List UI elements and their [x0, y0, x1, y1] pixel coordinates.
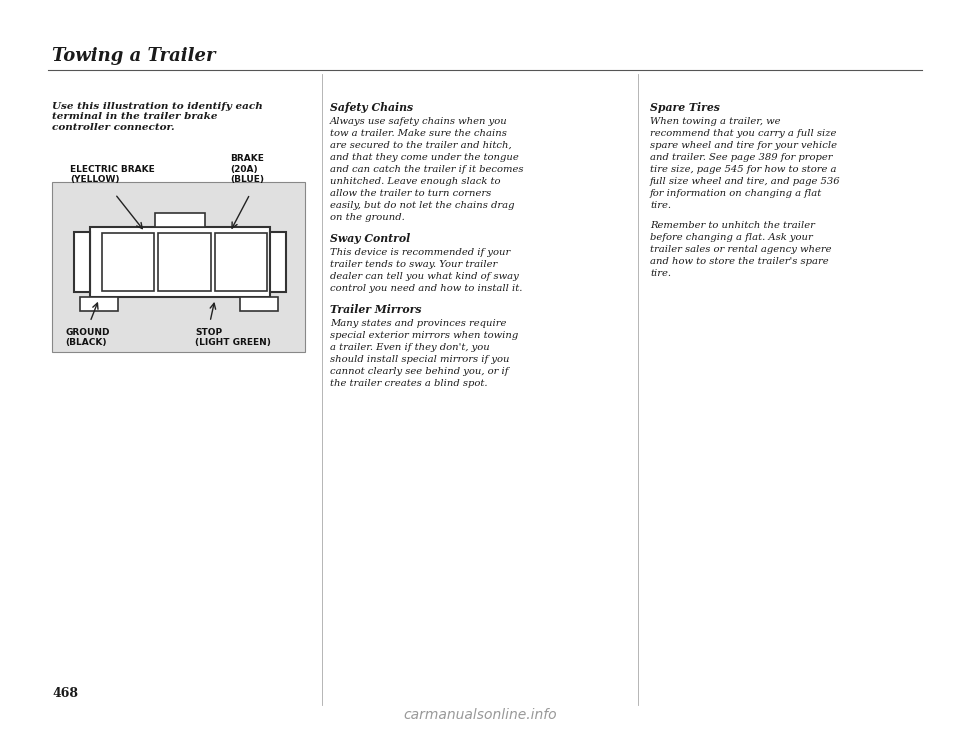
Text: and trailer. See page 389 for proper: and trailer. See page 389 for proper: [650, 153, 832, 162]
FancyBboxPatch shape: [158, 233, 210, 291]
Text: 468: 468: [52, 687, 78, 700]
Text: and that they come under the tongue: and that they come under the tongue: [330, 153, 518, 162]
Text: a trailer. Even if they don't, you: a trailer. Even if they don't, you: [330, 343, 490, 352]
Text: and can catch the trailer if it becomes: and can catch the trailer if it becomes: [330, 165, 523, 174]
Text: tow a trailer. Make sure the chains: tow a trailer. Make sure the chains: [330, 129, 507, 138]
FancyBboxPatch shape: [155, 213, 205, 227]
Text: tire.: tire.: [650, 269, 671, 278]
Text: tire.: tire.: [650, 201, 671, 210]
Text: GROUND
(BLACK): GROUND (BLACK): [65, 328, 109, 347]
Text: unhitched. Leave enough slack to: unhitched. Leave enough slack to: [330, 177, 500, 186]
Text: STOP
(LIGHT GREEN): STOP (LIGHT GREEN): [195, 328, 271, 347]
FancyBboxPatch shape: [214, 233, 267, 291]
Text: trailer sales or rental agency where: trailer sales or rental agency where: [650, 245, 831, 254]
Text: Use this illustration to identify each
terminal in the trailer brake
controller : Use this illustration to identify each t…: [52, 102, 263, 132]
Text: Sway Control: Sway Control: [330, 233, 410, 244]
Text: Towing a Trailer: Towing a Trailer: [52, 47, 215, 65]
FancyBboxPatch shape: [102, 233, 155, 291]
Text: Spare Tires: Spare Tires: [650, 102, 720, 113]
Text: ELECTRIC BRAKE
(YELLOW): ELECTRIC BRAKE (YELLOW): [70, 165, 155, 184]
Text: This device is recommended if your: This device is recommended if your: [330, 248, 511, 257]
Text: cannot clearly see behind you, or if: cannot clearly see behind you, or if: [330, 367, 509, 376]
Text: tire size, page 545 for how to store a: tire size, page 545 for how to store a: [650, 165, 836, 174]
FancyBboxPatch shape: [80, 297, 118, 311]
Text: dealer can tell you what kind of sway: dealer can tell you what kind of sway: [330, 272, 518, 281]
FancyBboxPatch shape: [52, 182, 305, 352]
Text: the trailer creates a blind spot.: the trailer creates a blind spot.: [330, 379, 488, 388]
Text: for information on changing a flat: for information on changing a flat: [650, 189, 823, 198]
Text: carmanualsonline.info: carmanualsonline.info: [403, 708, 557, 722]
Text: Remember to unhitch the trailer: Remember to unhitch the trailer: [650, 221, 815, 230]
Text: on the ground.: on the ground.: [330, 213, 405, 222]
Text: allow the trailer to turn corners: allow the trailer to turn corners: [330, 189, 492, 198]
Text: easily, but do not let the chains drag: easily, but do not let the chains drag: [330, 201, 515, 210]
Text: control you need and how to install it.: control you need and how to install it.: [330, 284, 522, 293]
FancyBboxPatch shape: [74, 232, 90, 292]
Text: full size wheel and tire, and page 536: full size wheel and tire, and page 536: [650, 177, 841, 186]
Text: should install special mirrors if you: should install special mirrors if you: [330, 355, 510, 364]
Text: are secured to the trailer and hitch,: are secured to the trailer and hitch,: [330, 141, 512, 150]
FancyBboxPatch shape: [240, 297, 278, 311]
Text: BRAKE
(20A)
(BLUE): BRAKE (20A) (BLUE): [230, 154, 264, 184]
Text: trailer tends to sway. Your trailer: trailer tends to sway. Your trailer: [330, 260, 497, 269]
Text: Trailer Mirrors: Trailer Mirrors: [330, 304, 421, 315]
Text: Many states and provinces require: Many states and provinces require: [330, 319, 506, 328]
Text: and how to store the trailer's spare: and how to store the trailer's spare: [650, 257, 828, 266]
Text: Safety Chains: Safety Chains: [330, 102, 413, 113]
Text: spare wheel and tire for your vehicle: spare wheel and tire for your vehicle: [650, 141, 837, 150]
Text: recommend that you carry a full size: recommend that you carry a full size: [650, 129, 836, 138]
FancyBboxPatch shape: [90, 227, 270, 297]
Text: special exterior mirrors when towing: special exterior mirrors when towing: [330, 331, 518, 340]
Text: Always use safety chains when you: Always use safety chains when you: [330, 117, 508, 126]
FancyBboxPatch shape: [270, 232, 286, 292]
Text: before changing a flat. Ask your: before changing a flat. Ask your: [650, 233, 813, 242]
Text: When towing a trailer, we: When towing a trailer, we: [650, 117, 780, 126]
